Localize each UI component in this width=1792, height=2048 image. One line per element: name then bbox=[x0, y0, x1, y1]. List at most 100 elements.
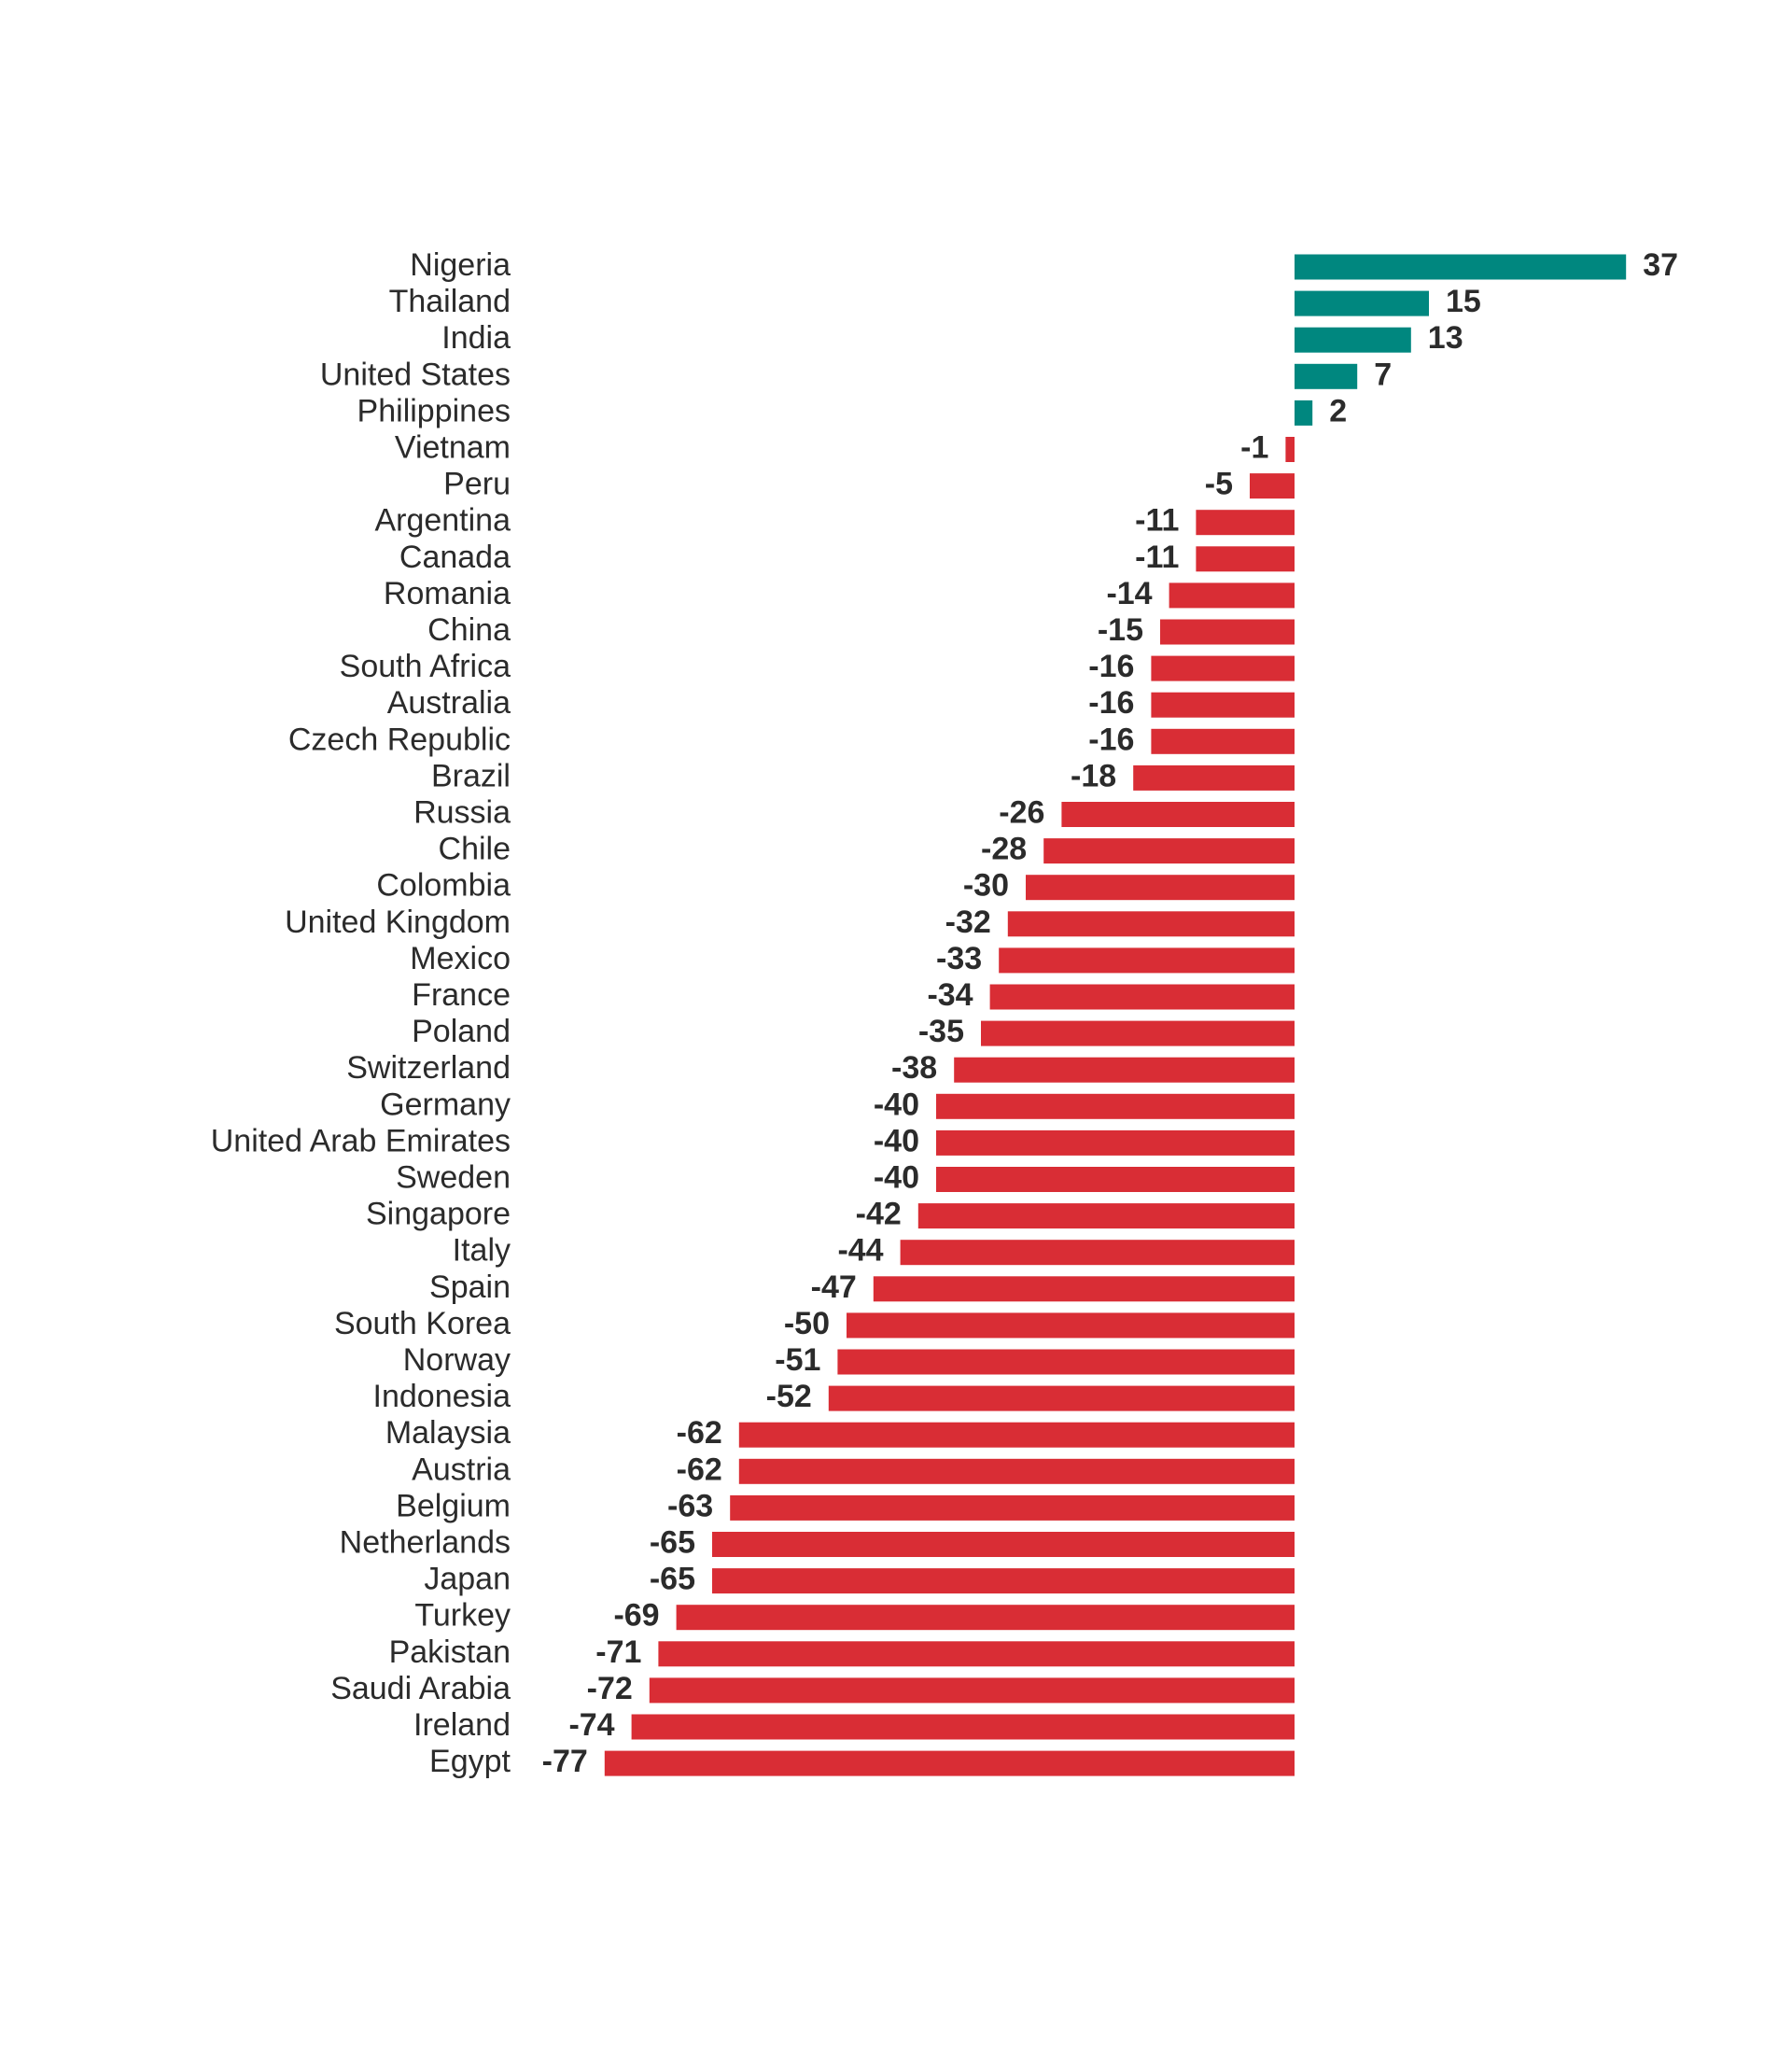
bar-spain bbox=[873, 1276, 1295, 1302]
value-label-sweden: -40 bbox=[874, 1159, 919, 1195]
value-label-norway: -51 bbox=[775, 1342, 820, 1378]
country-label-romania: Romania bbox=[384, 576, 511, 611]
value-label-saudi-arabia: -72 bbox=[587, 1671, 633, 1706]
country-label-nigeria: Nigeria bbox=[410, 247, 511, 283]
bar-malaysia bbox=[738, 1422, 1295, 1448]
bar-united-states bbox=[1295, 363, 1358, 389]
value-label-pakistan: -71 bbox=[595, 1634, 641, 1670]
bar-norway bbox=[837, 1349, 1295, 1375]
value-label-singapore: -42 bbox=[856, 1197, 902, 1232]
value-labels-group: 37151372-1-5-11-11-14-15-16-16-16-18-26-… bbox=[542, 247, 1678, 1779]
country-label-pakistan: Pakistan bbox=[389, 1634, 511, 1670]
country-label-mexico: Mexico bbox=[410, 941, 511, 976]
country-label-china: China bbox=[427, 612, 511, 648]
bar-chile bbox=[1043, 838, 1295, 864]
value-label-australia: -16 bbox=[1088, 685, 1134, 721]
bar-germany bbox=[936, 1093, 1295, 1119]
country-label-belgium: Belgium bbox=[396, 1488, 511, 1523]
country-label-malaysia: Malaysia bbox=[385, 1415, 511, 1451]
country-label-italy: Italy bbox=[453, 1233, 511, 1269]
bar-pakistan bbox=[658, 1641, 1295, 1667]
country-label-peru: Peru bbox=[443, 467, 511, 502]
bar-peru bbox=[1250, 473, 1295, 499]
value-label-thailand: 15 bbox=[1446, 284, 1481, 319]
bar-switzerland bbox=[954, 1057, 1295, 1083]
country-label-turkey: Turkey bbox=[414, 1598, 511, 1634]
bar-netherlands bbox=[712, 1532, 1295, 1557]
country-label-egypt: Egypt bbox=[429, 1744, 511, 1779]
value-label-colombia: -30 bbox=[963, 868, 1009, 904]
value-label-argentina: -11 bbox=[1135, 503, 1179, 539]
value-label-canada: -11 bbox=[1135, 540, 1179, 575]
bar-egypt bbox=[604, 1750, 1295, 1776]
bar-south-africa bbox=[1151, 655, 1295, 681]
value-label-switzerland: -38 bbox=[891, 1050, 937, 1086]
country-label-switzerland: Switzerland bbox=[346, 1050, 511, 1086]
bar-nigeria bbox=[1295, 254, 1627, 280]
bar-india bbox=[1295, 327, 1411, 353]
country-label-indonesia: Indonesia bbox=[373, 1379, 511, 1414]
country-label-czech-republic: Czech Republic bbox=[288, 722, 511, 757]
country-label-austria: Austria bbox=[412, 1452, 511, 1487]
value-label-czech-republic: -16 bbox=[1088, 722, 1134, 757]
value-label-philippines: 2 bbox=[1329, 393, 1347, 428]
country-label-colombia: Colombia bbox=[376, 868, 511, 904]
value-label-china: -15 bbox=[1098, 612, 1143, 648]
bar-china bbox=[1160, 619, 1295, 645]
country-label-united-states: United States bbox=[320, 357, 511, 392]
country-label-united-arab-emirates: United Arab Emirates bbox=[211, 1123, 511, 1158]
bar-mexico bbox=[999, 947, 1295, 974]
value-label-turkey: -69 bbox=[613, 1598, 659, 1634]
value-label-egypt: -77 bbox=[542, 1744, 588, 1779]
value-label-united-kingdom: -32 bbox=[945, 905, 991, 940]
country-label-australia: Australia bbox=[387, 685, 511, 721]
value-label-india: 13 bbox=[1428, 320, 1463, 356]
bar-thailand bbox=[1295, 290, 1429, 316]
country-label-vietnam: Vietnam bbox=[395, 429, 511, 465]
country-label-germany: Germany bbox=[380, 1087, 511, 1122]
bar-indonesia bbox=[828, 1385, 1295, 1411]
value-label-belgium: -63 bbox=[667, 1488, 713, 1523]
country-label-argentina: Argentina bbox=[374, 503, 511, 539]
bar-singapore bbox=[917, 1203, 1295, 1229]
country-label-united-kingdom: United Kingdom bbox=[285, 905, 511, 940]
country-label-spain: Spain bbox=[429, 1269, 511, 1305]
bar-canada bbox=[1196, 546, 1295, 572]
bar-brazil bbox=[1133, 764, 1295, 791]
bar-sweden bbox=[936, 1167, 1295, 1192]
value-label-united-arab-emirates: -40 bbox=[874, 1123, 919, 1158]
bar-romania bbox=[1169, 582, 1295, 609]
value-label-south-africa: -16 bbox=[1088, 649, 1134, 684]
bar-united-kingdom bbox=[1007, 911, 1295, 937]
value-label-austria: -62 bbox=[677, 1452, 722, 1487]
bar-colombia bbox=[1026, 875, 1295, 901]
value-label-germany: -40 bbox=[874, 1087, 919, 1122]
value-label-vietnam: -1 bbox=[1240, 429, 1268, 465]
country-label-india: India bbox=[441, 320, 511, 356]
bar-russia bbox=[1061, 802, 1295, 827]
country-label-philippines: Philippines bbox=[357, 393, 511, 428]
bar-united-arab-emirates bbox=[936, 1129, 1295, 1156]
bar-australia bbox=[1151, 692, 1295, 718]
bar-saudi-arabia bbox=[649, 1677, 1295, 1704]
value-label-brazil: -18 bbox=[1071, 758, 1116, 793]
value-label-ireland: -74 bbox=[568, 1707, 614, 1743]
value-label-netherlands: -65 bbox=[650, 1524, 695, 1560]
value-label-romania: -14 bbox=[1106, 576, 1152, 611]
country-label-chile: Chile bbox=[439, 832, 511, 867]
country-label-netherlands: Netherlands bbox=[340, 1524, 511, 1560]
bar-france bbox=[989, 984, 1295, 1010]
value-label-mexico: -33 bbox=[936, 941, 982, 976]
bars-group bbox=[604, 254, 1627, 1776]
value-label-nigeria: 37 bbox=[1643, 247, 1678, 283]
country-label-thailand: Thailand bbox=[389, 284, 511, 319]
country-label-sweden: Sweden bbox=[396, 1159, 511, 1195]
bar-italy bbox=[900, 1240, 1295, 1266]
bar-japan bbox=[712, 1568, 1295, 1594]
country-label-russia: Russia bbox=[413, 794, 511, 830]
country-label-japan: Japan bbox=[424, 1562, 511, 1597]
value-label-france: -34 bbox=[927, 977, 973, 1013]
country-label-singapore: Singapore bbox=[366, 1197, 511, 1232]
